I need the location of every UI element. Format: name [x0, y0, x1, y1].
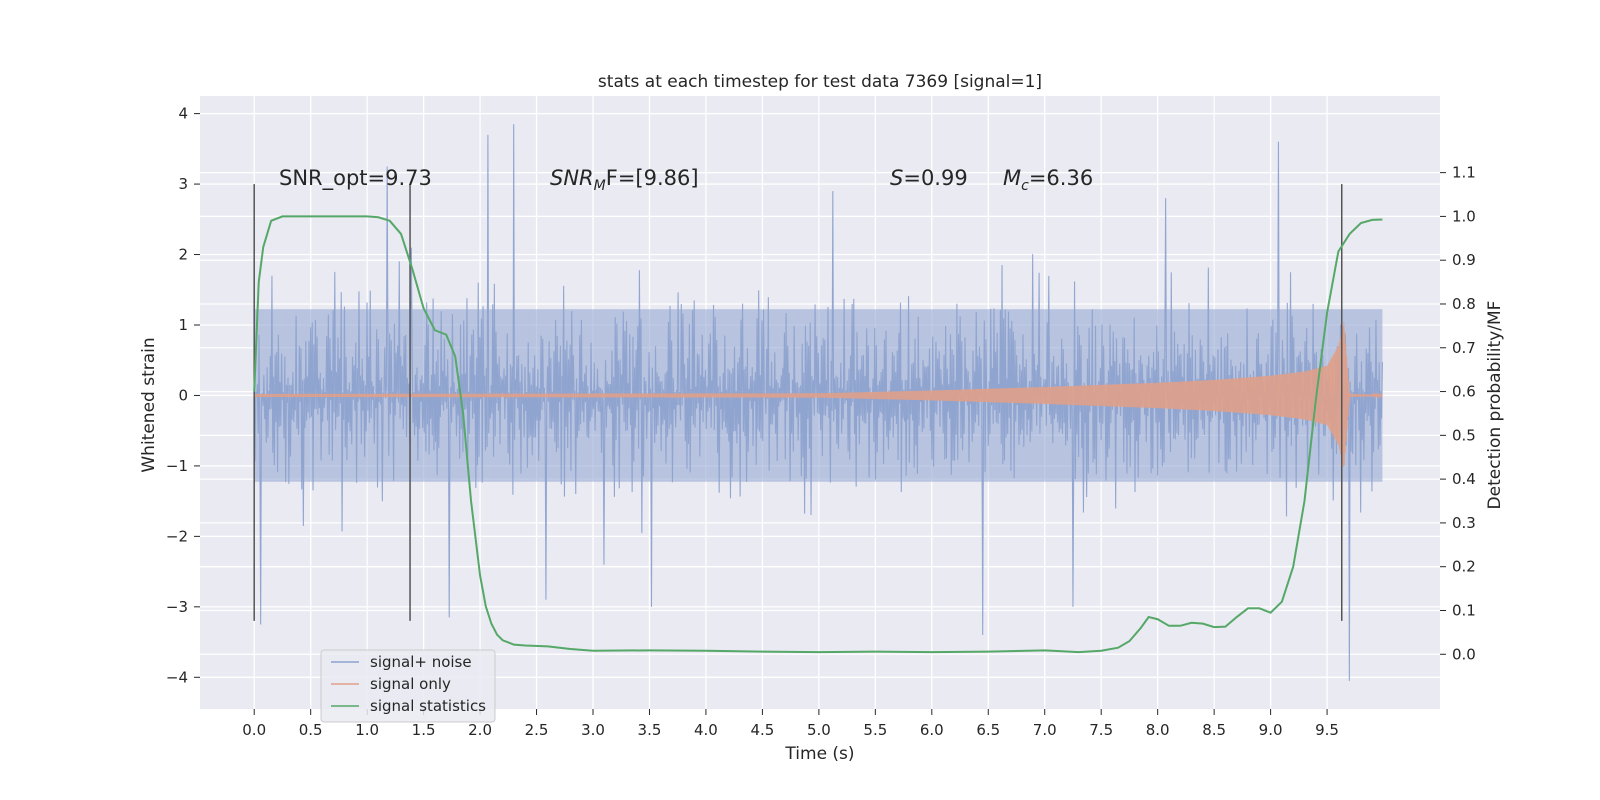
x-tick-label: 4.5	[750, 721, 774, 739]
x-axis-label: Time (s)	[784, 744, 854, 764]
y-tick-label: −1	[166, 457, 188, 475]
x-tick-label: 8.0	[1146, 721, 1170, 739]
y2-tick-label: 0.1	[1452, 601, 1476, 619]
x-tick-label: 1.5	[412, 721, 436, 739]
y2-tick-label: 0.3	[1452, 514, 1476, 532]
x-tick-label: 6.0	[920, 721, 944, 739]
chart-title: stats at each timestep for test data 736…	[598, 72, 1042, 92]
x-axis-ticks: 0.0 0.5 1.0 1.5 2.0 2.5 3.0 3.5 4.0 4.5 5.0 5.5 6.0 6…	[242, 709, 1339, 739]
x-tick-label: 0.5	[299, 721, 323, 739]
y-axis-label: Whitened strain	[139, 337, 159, 472]
x-tick-label: 0.0	[242, 721, 266, 739]
legend-box	[320, 649, 496, 723]
annotation-snr-mf: SNRMF=[9.86]	[550, 166, 699, 194]
y2-tick-label: 0.5	[1452, 426, 1476, 444]
y-tick-label: 4	[178, 105, 188, 123]
x-tick-label: 1.0	[355, 721, 379, 739]
annotation-s: S=0.99	[890, 166, 968, 190]
y2-axis-label: Detection probability/MF	[1485, 301, 1505, 510]
x-tick-label: 9.0	[1259, 721, 1283, 739]
y2-tick-label: 0.6	[1452, 383, 1476, 401]
x-tick-label: 6.5	[976, 721, 1000, 739]
signal-trace	[253, 322, 1383, 467]
statistics-line	[253, 215, 1383, 654]
x-tick-label: 5.0	[807, 721, 831, 739]
y-tick-label: 3	[178, 175, 188, 193]
y-tick-label: 2	[178, 246, 188, 264]
legend-label-signal-noise: signal+ noise	[370, 653, 472, 671]
legend-label-signal-only: signal only	[370, 675, 451, 693]
annotation-mc: Mc=6.36	[1003, 166, 1093, 194]
vertical-marker-lines	[253, 184, 1343, 621]
x-tick-label: 7.5	[1089, 721, 1113, 739]
y-tick-label: −3	[166, 598, 188, 616]
y2-tick-label: 0.0	[1452, 645, 1476, 663]
y2-tick-label: 0.2	[1452, 558, 1476, 576]
x-tick-label: 5.5	[863, 721, 887, 739]
x-tick-label: 2.5	[525, 721, 549, 739]
y-tick-label: 1	[178, 316, 188, 334]
series-signal-statistics	[253, 215, 1383, 654]
annotation-snr-opt: SNR_opt=9.73	[279, 166, 432, 191]
y2-tick-label: 0.7	[1452, 339, 1476, 357]
series-signal-only	[253, 322, 1383, 467]
x-tick-label: 9.5	[1315, 721, 1339, 739]
y-tick-label: −2	[166, 527, 188, 545]
y2-axis-ticks: 0.0 0.1 0.2 0.3 0.4 0.5 0.6 0.7 0.8 0.9 1.0 1.1	[1440, 164, 1476, 663]
legend: signal+ noise signal only signal statist…	[320, 649, 496, 723]
y-tick-label: −4	[166, 668, 188, 686]
x-tick-label: 8.5	[1202, 721, 1226, 739]
legend-label-signal-statistics: signal statistics	[370, 697, 486, 715]
x-tick-label: 4.0	[694, 721, 718, 739]
y2-tick-label: 0.8	[1452, 295, 1476, 313]
x-tick-label: 2.0	[468, 721, 492, 739]
y-axis-ticks: −4 −3 −2 −1 0 1 2 3 4	[166, 105, 200, 686]
x-tick-label: 3.5	[638, 721, 662, 739]
y2-tick-label: 1.1	[1452, 164, 1476, 182]
x-tick-label: 3.0	[581, 721, 605, 739]
y2-tick-label: 0.4	[1452, 470, 1476, 488]
y2-tick-label: 1.0	[1452, 207, 1476, 225]
y-tick-label: 0	[178, 386, 188, 404]
y2-tick-label: 0.9	[1452, 251, 1476, 269]
x-tick-label: 7.0	[1033, 721, 1057, 739]
